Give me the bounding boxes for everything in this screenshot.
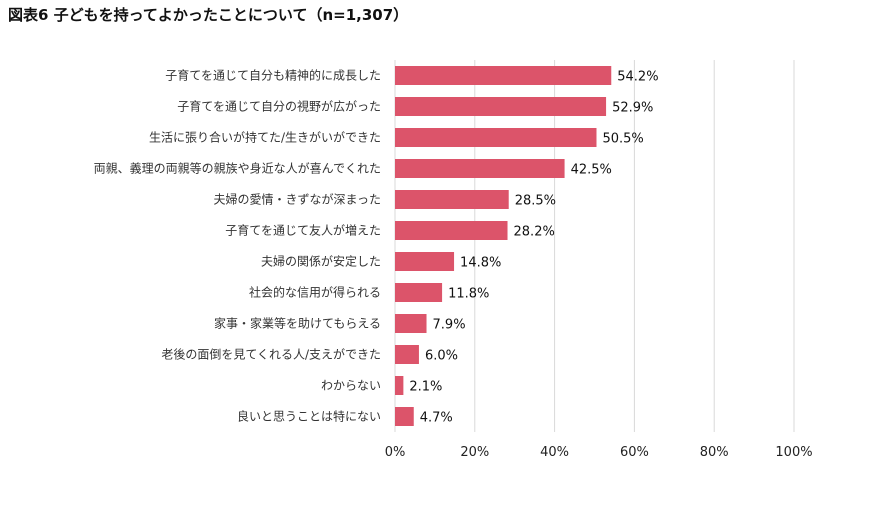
- x-tick-label: 40%: [540, 445, 569, 460]
- x-tick-label: 20%: [460, 445, 489, 460]
- x-tick-label: 0%: [385, 445, 406, 460]
- value-label: 14.8%: [460, 256, 501, 271]
- value-label: 6.0%: [425, 349, 458, 364]
- x-tick-label: 100%: [775, 445, 812, 460]
- value-label: 52.9%: [612, 101, 653, 116]
- bar: [395, 221, 508, 240]
- category-label: 生活に張り合いが持てた/生きがいができた: [149, 130, 381, 145]
- category-label: 夫婦の関係が安定した: [261, 254, 381, 269]
- category-label: 老後の面倒を見てくれる人/支えができた: [161, 347, 381, 362]
- bar: [395, 128, 597, 147]
- bar: [395, 66, 612, 85]
- bar: [395, 376, 404, 395]
- value-label: 11.8%: [448, 287, 489, 302]
- category-label: 社会的な信用が得られる: [249, 285, 381, 300]
- category-label: 両親、義理の両親等の親族や身近な人が喜んでくれた: [94, 161, 381, 176]
- bar: [395, 97, 607, 116]
- value-label: 28.5%: [515, 194, 556, 209]
- category-label: 子育てを通じて自分も精神的に成長した: [165, 68, 381, 83]
- category-label: わからない: [321, 379, 381, 393]
- chart-title: 図表6 子どもを持ってよかったことについて（n=1,307）: [8, 6, 409, 24]
- value-label: 28.2%: [514, 225, 555, 240]
- bar: [395, 314, 427, 333]
- category-label: 子育てを通じて友人が増えた: [225, 223, 381, 238]
- bar: [395, 252, 455, 271]
- value-label: 54.2%: [617, 70, 658, 85]
- category-label: 夫婦の愛情・きずなが深まった: [213, 192, 381, 207]
- value-label: 4.7%: [420, 411, 453, 426]
- value-label: 7.9%: [433, 318, 466, 333]
- x-tick-label: 60%: [620, 445, 649, 460]
- x-tick-label: 80%: [700, 445, 729, 460]
- value-label: 50.5%: [602, 132, 643, 147]
- category-label: 家事・家業等を助けてもらえる: [214, 316, 381, 331]
- value-label: 42.5%: [571, 163, 612, 178]
- bar: [395, 159, 565, 178]
- bar: [395, 345, 419, 364]
- value-label: 2.1%: [409, 380, 442, 395]
- bar: [395, 283, 443, 302]
- bar: [395, 190, 509, 209]
- bar: [395, 407, 414, 426]
- category-label: 良いと思うことは特にない: [237, 409, 381, 424]
- category-label: 子育てを通じて自分の視野が広がった: [177, 99, 381, 114]
